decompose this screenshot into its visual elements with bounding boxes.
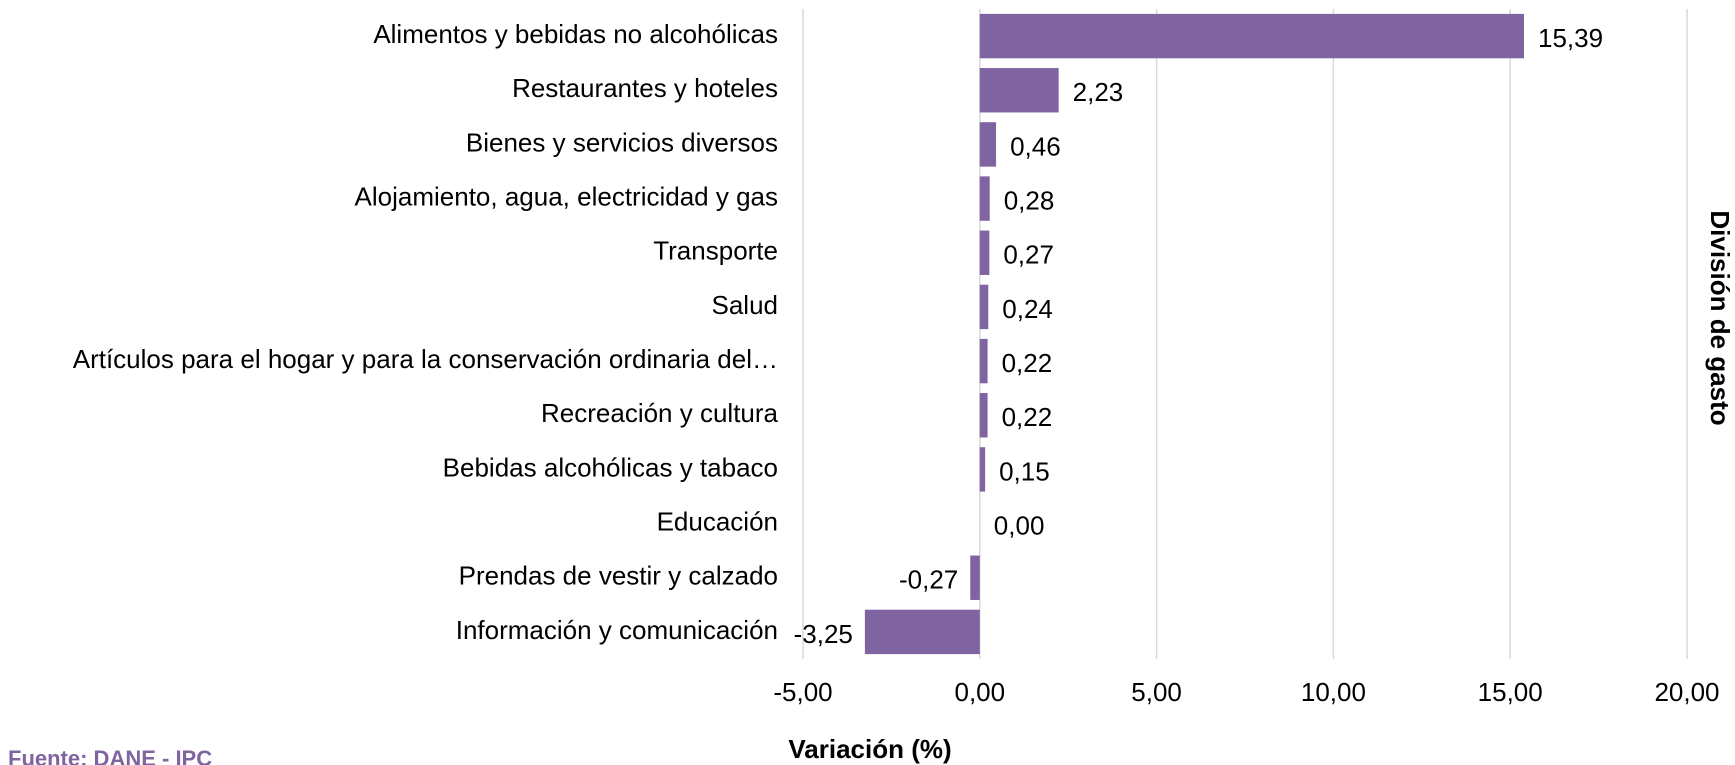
- data-label: -3,25: [794, 619, 853, 649]
- y-tick-label: Transporte: [653, 236, 778, 266]
- x-tick-label: 20,00: [1654, 677, 1719, 707]
- bar: [979, 122, 997, 167]
- data-label: -0,27: [899, 565, 958, 595]
- bar: [979, 176, 990, 221]
- bar: [979, 284, 989, 330]
- bar: [979, 338, 988, 384]
- data-label: 0,28: [1004, 185, 1055, 215]
- bar: [970, 555, 980, 600]
- y-axis-title: División de gasto: [1705, 210, 1735, 425]
- source-note: Fuente: DANE - IPC: [8, 746, 212, 765]
- x-tick-label: 5,00: [1131, 677, 1182, 707]
- y-tick-label: Alojamiento, agua, electricidad y gas: [355, 181, 778, 211]
- data-label: 0,24: [1002, 294, 1053, 324]
- x-tick-label: 15,00: [1478, 677, 1543, 707]
- x-tick-label: 0,00: [954, 677, 1005, 707]
- bar: [979, 230, 990, 275]
- bar: [864, 609, 980, 655]
- y-tick-label: Información y comunicación: [456, 615, 778, 645]
- x-tick-label: -5,00: [773, 677, 832, 707]
- bar: [979, 13, 1524, 59]
- bar: [979, 447, 986, 492]
- y-tick-label: Educación: [657, 506, 778, 536]
- x-axis-title: Variación (%): [788, 734, 951, 764]
- data-label: 0,22: [1002, 348, 1053, 378]
- data-label: 0,22: [1002, 402, 1053, 432]
- data-label: 0,00: [994, 510, 1045, 540]
- y-tick-label: Salud: [712, 290, 779, 320]
- data-label: 0,46: [1010, 131, 1061, 161]
- y-tick-label: Bienes y servicios diversos: [466, 127, 778, 157]
- y-tick-label: Recreación y cultura: [541, 398, 779, 428]
- bar: [979, 68, 1059, 113]
- bar: [979, 393, 988, 438]
- data-label: 0,15: [999, 456, 1050, 486]
- y-tick-label: Prendas de vestir y calzado: [459, 561, 778, 591]
- data-label: 15,39: [1538, 23, 1603, 53]
- y-tick-label: Alimentos y bebidas no alcohólicas: [373, 19, 778, 49]
- y-tick-label: Bebidas alcohólicas y tabaco: [443, 452, 778, 482]
- data-label: 0,27: [1003, 240, 1054, 270]
- y-tick-label: Restaurantes y hoteles: [512, 73, 778, 103]
- x-tick-label: 10,00: [1301, 677, 1366, 707]
- y-tick-label: Artículos para el hogar y para la conser…: [73, 344, 778, 374]
- data-label: 2,23: [1073, 77, 1124, 107]
